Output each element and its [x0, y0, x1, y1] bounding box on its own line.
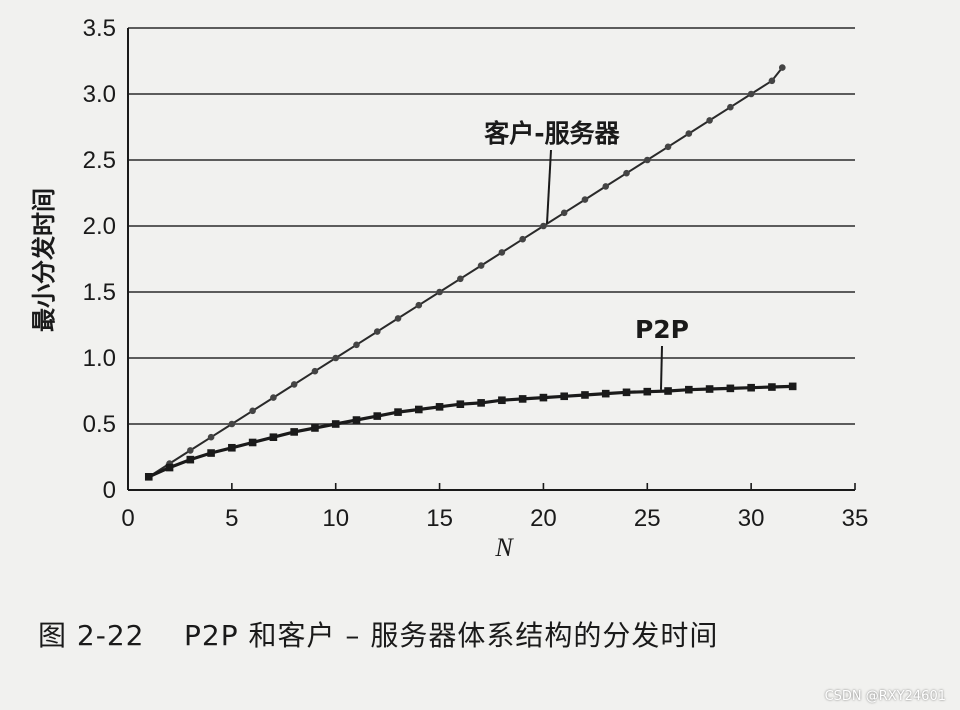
data-point-client-server — [540, 222, 547, 230]
x-axis-title: N — [494, 533, 514, 562]
figure-caption: 图 2-22 P2P 和客户 – 服务器体系结构的分发时间 — [38, 619, 719, 652]
x-tick-label: 20 — [530, 505, 557, 532]
series — [144, 64, 797, 481]
data-point-p2p — [394, 408, 402, 416]
data-point-client-server — [727, 103, 734, 111]
data-point-client-server — [519, 235, 526, 243]
data-point-client-server — [602, 183, 610, 190]
x-tick-label: 15 — [426, 505, 453, 532]
data-point-client-server — [270, 394, 277, 401]
series-line-client-server — [148, 66, 784, 478]
data-point-p2p — [622, 388, 631, 397]
data-point-client-server — [394, 315, 402, 322]
data-point-client-server — [747, 90, 755, 98]
y-axis-title: 最小分发时间 — [30, 188, 58, 332]
data-point-client-server — [207, 433, 215, 441]
data-point-client-server — [311, 367, 319, 375]
data-point-p2p — [726, 384, 735, 393]
x-tick-label: 25 — [634, 505, 661, 532]
data-point-p2p — [581, 391, 589, 399]
series-line-p2p — [148, 384, 793, 479]
data-point-client-server — [228, 420, 236, 428]
data-point-client-server — [477, 262, 485, 269]
series-label-p2p: P2P — [635, 315, 689, 344]
data-point-p2p — [705, 385, 714, 393]
data-point-client-server — [664, 143, 672, 151]
data-point-p2p — [352, 416, 361, 424]
x-tick-label: 0 — [121, 505, 134, 532]
data-point-p2p — [518, 395, 527, 403]
y-tick-label: 0 — [103, 477, 116, 504]
data-point-p2p — [415, 405, 423, 414]
data-point-client-server — [353, 341, 360, 349]
data-point-p2p — [144, 473, 153, 481]
data-point-p2p — [186, 455, 195, 464]
data-point-p2p — [248, 438, 257, 447]
data-point-p2p — [664, 387, 672, 395]
leader-line-p2p — [660, 345, 663, 390]
data-point-client-server — [623, 169, 630, 177]
data-point-p2p — [643, 387, 652, 396]
data-point-p2p — [373, 412, 382, 420]
data-point-p2p — [560, 392, 568, 401]
y-tick-label: 3.0 — [83, 81, 116, 108]
data-point-p2p — [228, 443, 236, 452]
y-tick-label: 3.5 — [83, 15, 116, 42]
data-point-p2p — [477, 399, 485, 407]
y-tick-label: 1.5 — [83, 279, 116, 306]
tick-labels: 0 0.5 1.0 1.5 2.0 2.5 3.0 3.5 0 5 10 15 20 25 30 35 — [83, 15, 869, 532]
watermark-text: CSDN @RXY24601 — [824, 689, 946, 704]
x-tick-label: 10 — [322, 505, 349, 532]
leader-line-client-server — [546, 149, 552, 224]
data-point-client-server — [187, 447, 194, 454]
data-point-p2p — [539, 393, 548, 402]
data-point-client-server — [290, 381, 298, 388]
chart: 0 0.5 1.0 1.5 2.0 2.5 3.0 3.5 0 5 10 15 20 25 30 35 客户-… — [30, 15, 869, 562]
data-point-client-server — [560, 209, 568, 217]
x-tick-label: 35 — [842, 505, 869, 532]
data-point-client-server — [768, 77, 776, 85]
data-point-client-server — [457, 275, 464, 283]
y-tick-label: 2.5 — [83, 147, 116, 174]
data-point-client-server — [249, 407, 256, 415]
data-point-p2p — [290, 428, 298, 436]
data-point-client-server — [498, 249, 506, 256]
data-point-p2p — [601, 389, 610, 398]
data-point-client-server — [706, 117, 713, 124]
data-point-p2p — [165, 463, 174, 472]
data-point-client-server — [436, 288, 443, 296]
data-point-client-server — [581, 196, 589, 203]
data-point-p2p — [768, 383, 776, 391]
grid-lines — [128, 27, 855, 425]
data-point-p2p — [747, 383, 755, 392]
data-point-p2p — [311, 424, 319, 432]
data-point-client-server — [779, 64, 786, 71]
series-labels: 客户-服务器 P2P — [484, 119, 689, 390]
data-point-p2p — [435, 403, 444, 411]
data-point-p2p — [456, 400, 465, 408]
data-point-p2p — [207, 449, 215, 457]
y-tick-label: 1.0 — [83, 345, 116, 372]
y-tick-label: 0.5 — [83, 411, 116, 438]
data-point-p2p — [269, 433, 278, 441]
data-point-p2p — [498, 396, 506, 405]
data-point-client-server — [685, 130, 693, 137]
data-point-client-server — [643, 156, 651, 164]
series-label-client-server: 客户-服务器 — [484, 119, 620, 148]
data-point-client-server — [332, 354, 340, 362]
data-point-p2p — [685, 385, 693, 394]
axes — [127, 28, 856, 491]
data-point-client-server — [373, 328, 381, 335]
data-point-client-server — [415, 301, 423, 309]
data-point-p2p — [788, 382, 797, 391]
x-tick-label: 5 — [225, 505, 238, 532]
data-point-p2p — [331, 420, 340, 428]
x-tick-label: 30 — [738, 505, 765, 532]
y-tick-label: 2.0 — [83, 213, 116, 240]
